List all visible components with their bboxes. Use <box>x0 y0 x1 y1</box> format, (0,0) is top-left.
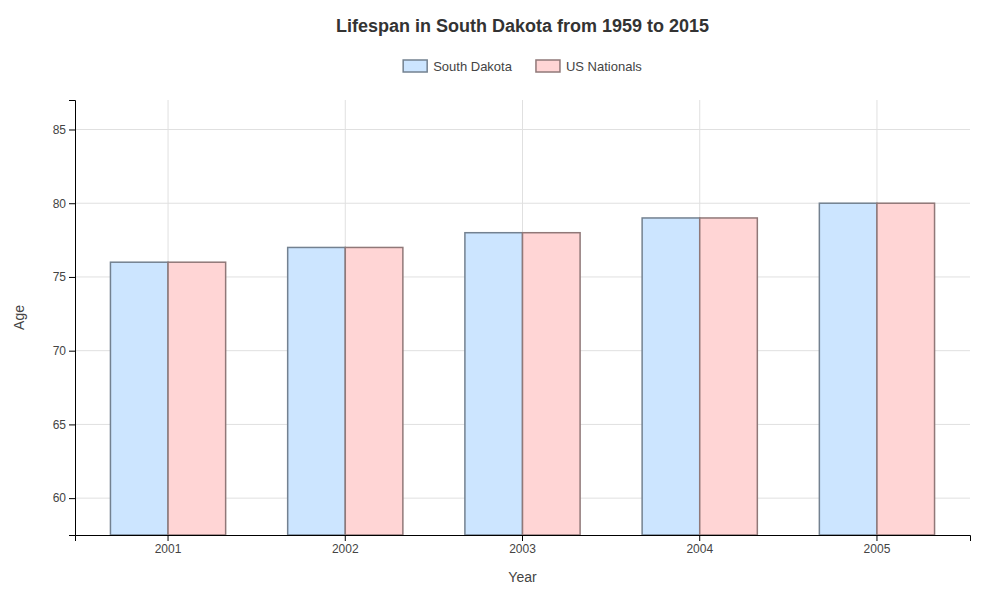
bar <box>523 233 581 535</box>
y-axis: 60 65 70 75 80 85 <box>53 101 76 536</box>
tick-label: 60 <box>53 491 67 505</box>
bar <box>110 262 168 535</box>
bars <box>110 203 934 535</box>
legend-item: US Nationals <box>536 59 642 74</box>
chart: 60 65 70 75 80 85 2001 2002 2003 2004 2005 Lifespan… <box>0 0 1000 600</box>
tick-label: 2001 <box>155 542 182 556</box>
tick: 2003 <box>509 535 536 556</box>
bar <box>877 203 935 535</box>
tick-mark <box>69 203 75 204</box>
tick-label: 2003 <box>509 542 536 556</box>
tick-label: 70 <box>53 344 67 358</box>
tick-label: 85 <box>53 123 67 137</box>
tick-mark <box>69 351 75 352</box>
legend-label: South Dakota <box>433 59 513 74</box>
grid <box>75 100 970 535</box>
bar <box>345 247 403 535</box>
tick-mark <box>168 535 169 541</box>
axis-line <box>76 536 971 542</box>
bar <box>819 203 877 535</box>
tick-label: 2004 <box>686 542 713 556</box>
tick: 75 <box>53 270 75 284</box>
tick-mark <box>699 535 700 541</box>
tick-mark <box>69 277 75 278</box>
axis-line <box>69 101 76 536</box>
bar <box>642 218 700 535</box>
tick: 80 <box>53 197 75 211</box>
bar <box>700 218 758 535</box>
tick-label: 2002 <box>332 542 359 556</box>
x-axis: 2001 2002 2003 2004 2005 <box>76 535 971 556</box>
bar <box>288 247 346 535</box>
tick: 60 <box>53 491 75 505</box>
tick: 85 <box>53 123 75 137</box>
tick-mark <box>345 535 346 541</box>
legend-swatch <box>536 60 560 72</box>
legend: South Dakota US Nationals <box>403 59 642 74</box>
tick: 70 <box>53 344 75 358</box>
bar <box>168 262 226 535</box>
bar <box>465 233 523 535</box>
tick-label: 65 <box>53 418 67 432</box>
tick-mark <box>876 535 877 541</box>
tick: 65 <box>53 418 75 432</box>
plot: 60 65 70 75 80 85 2001 2002 2003 2004 2005 <box>53 100 971 556</box>
title: Lifespan in South Dakota from 1959 to 20… <box>336 16 709 36</box>
tick: 2002 <box>332 535 359 556</box>
tick-mark <box>69 498 75 499</box>
tick-mark <box>69 424 75 425</box>
tick-mark <box>69 129 75 130</box>
legend-swatch <box>403 60 427 72</box>
tick: 2001 <box>155 535 182 556</box>
tick-label: 80 <box>53 197 67 211</box>
legend-label: US Nationals <box>566 59 642 74</box>
tick-mark <box>522 535 523 541</box>
tick-label: 2005 <box>864 542 891 556</box>
series <box>168 203 935 535</box>
series <box>110 203 877 535</box>
tick: 2005 <box>864 535 891 556</box>
x-axis-label: Year <box>508 569 537 585</box>
tick-label: 75 <box>53 270 67 284</box>
legend-item: South Dakota <box>403 59 513 74</box>
y-axis-label: Age <box>11 305 27 330</box>
tick: 2004 <box>686 535 713 556</box>
